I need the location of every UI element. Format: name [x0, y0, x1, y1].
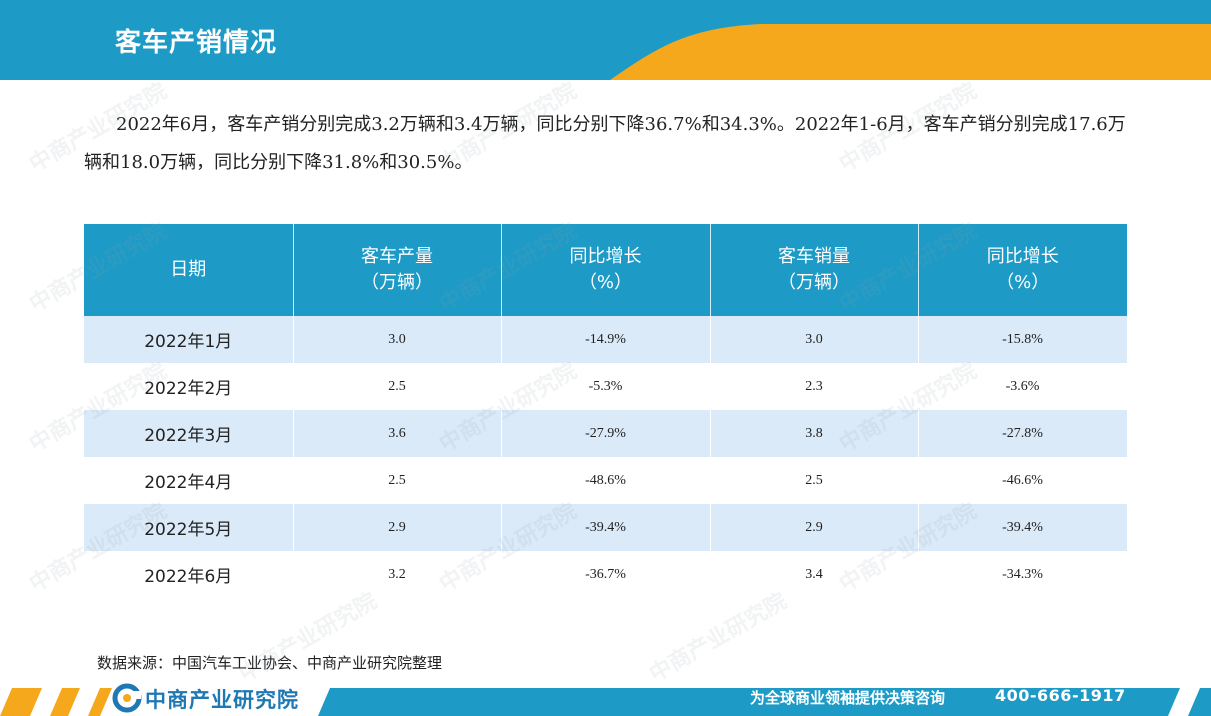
header-sales-yoy: 同比增长 （%）: [918, 224, 1127, 316]
table-row: 2022年1月 3.0 -14.9% 3.0 -15.8%: [84, 316, 1128, 363]
cell-sales-yoy: -3.6%: [918, 363, 1128, 410]
cell-sales-yoy: -34.3%: [918, 551, 1128, 598]
cell-sales: 2.3: [710, 363, 919, 410]
cell-sales: 3.8: [710, 410, 919, 457]
source-note: 数据来源：中国汽车工业协会、中商产业研究院整理: [97, 654, 443, 672]
header-sales: 客车销量 （万辆）: [710, 224, 919, 316]
cell-production-yoy: -14.9%: [501, 316, 711, 363]
cell-sales: 3.0: [710, 316, 919, 363]
cell-sales: 3.4: [710, 551, 919, 598]
header-production-yoy: 同比增长 （%）: [501, 224, 711, 316]
header-production: 客车产量 （万辆）: [293, 224, 502, 316]
data-table: 日期 客车产量 （万辆） 同比增长 （%） 客车销量 （万辆） 同比增长 （%） 202…: [84, 224, 1128, 598]
cell-production-yoy: -27.9%: [501, 410, 711, 457]
cell-sales: 2.5: [710, 457, 919, 504]
cell-sales-yoy: -39.4%: [918, 504, 1128, 551]
header-banner: 客车产销情况: [0, 0, 1211, 80]
cell-production-yoy: -48.6%: [501, 457, 711, 504]
footer-phone: 400-666-1917: [995, 686, 1126, 705]
cell-sales: 2.9: [710, 504, 919, 551]
cell-sales-yoy: -27.8%: [918, 410, 1128, 457]
cell-sales-yoy: -15.8%: [918, 316, 1128, 363]
page-title: 客车产销情况: [115, 28, 278, 58]
cell-date: 2022年4月: [84, 457, 294, 504]
cell-production-yoy: -39.4%: [501, 504, 711, 551]
cell-sales-yoy: -46.6%: [918, 457, 1128, 504]
footer-slogan: 为全球商业领袖提供决策咨询: [750, 689, 946, 707]
cell-date: 2022年6月: [84, 551, 294, 598]
table-row: 2022年2月 2.5 -5.3% 2.3 -3.6%: [84, 363, 1128, 410]
table-row: 2022年5月 2.9 -39.4% 2.9 -39.4%: [84, 504, 1128, 551]
table-row: 2022年4月 2.5 -48.6% 2.5 -46.6%: [84, 457, 1128, 504]
cell-date: 2022年5月: [84, 504, 294, 551]
table-row: 2022年3月 3.6 -27.9% 3.8 -27.8%: [84, 410, 1128, 457]
intro-paragraph: 2022年6月，客车产销分别完成3.2万辆和3.4万辆，同比分别下降36.7%和…: [84, 114, 1126, 173]
logo-text: 中商产业研究院: [145, 688, 299, 712]
header-background: [0, 0, 1211, 80]
cell-production: 2.5: [293, 457, 502, 504]
cell-production-yoy: -5.3%: [501, 363, 711, 410]
table-row: 2022年6月 3.2 -36.7% 3.4 -34.3%: [84, 551, 1128, 598]
footer-bar: 中商产业研究院 为全球商业领袖提供决策咨询 400-666-1917: [0, 680, 1211, 716]
logo-icon: [112, 683, 142, 713]
cell-date: 2022年1月: [84, 316, 294, 363]
cell-date: 2022年2月: [84, 363, 294, 410]
cell-production: 3.6: [293, 410, 502, 457]
cell-date: 2022年3月: [84, 410, 294, 457]
watermark: 中商产业研究院: [645, 588, 792, 688]
cell-production: 2.5: [293, 363, 502, 410]
footer-background: [0, 688, 1211, 716]
cell-production-yoy: -36.7%: [501, 551, 711, 598]
cell-production: 3.0: [293, 316, 502, 363]
table-header-row: 日期 客车产量 （万辆） 同比增长 （%） 客车销量 （万辆） 同比增长 （%）: [84, 224, 1127, 316]
cell-production: 3.2: [293, 551, 502, 598]
header-date: 日期: [84, 224, 294, 316]
cell-production: 2.9: [293, 504, 502, 551]
